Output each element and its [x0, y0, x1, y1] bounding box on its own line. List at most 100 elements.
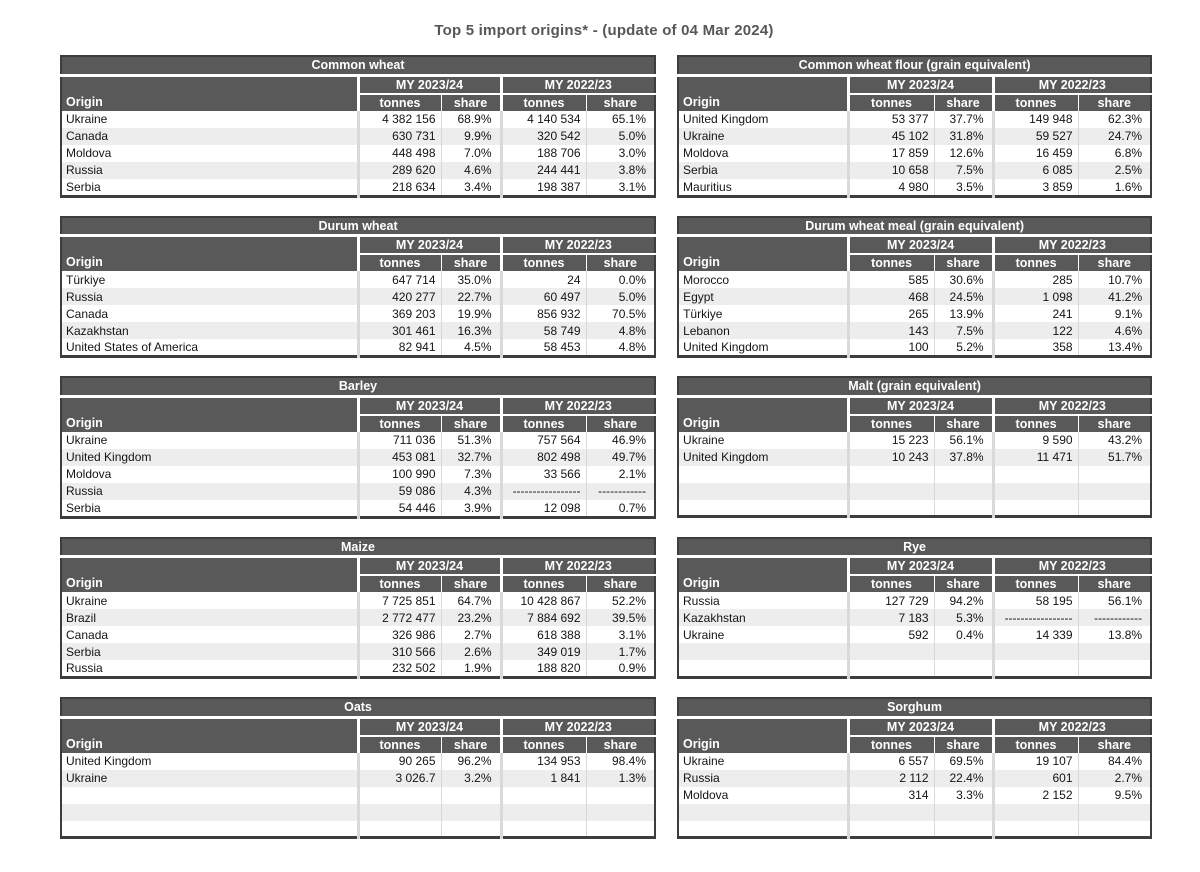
tonnes-cell: 134 953 — [499, 752, 586, 770]
share-cell: 30.6% — [933, 271, 994, 288]
tonnes-cell: 9 590 — [991, 431, 1079, 449]
table-durum-wheat: Durum wheat Origin MY 2023/24 MY 2022/23 ton… — [60, 215, 657, 358]
column-header-tonnes: tonnes — [991, 735, 1078, 753]
table-row: Brazil 2 772 477 23.2% 7 884 692 39.5% — [61, 609, 655, 626]
tonnes-cell: 585 — [846, 271, 935, 288]
tonnes-cell: 11 471 — [991, 448, 1079, 466]
table-row: Türkiye 647 714 35.0% 24 0.0% — [61, 271, 656, 288]
column-header-tonnes: tonnes — [356, 575, 441, 592]
tonnes-cell: 802 498 — [499, 448, 586, 466]
table-subheader-row: tonnes share tonnes share — [61, 414, 656, 432]
column-group-my-2023-24: MY 2023/24 — [356, 75, 501, 95]
share-cell: 2.5% — [1077, 161, 1152, 179]
share-cell: 31.8% — [933, 127, 994, 145]
tonnes-cell — [846, 465, 935, 483]
tonnes-cell — [846, 660, 934, 677]
table-title-row: Common wheat flour (grain equivalent) — [678, 56, 1152, 77]
share-cell: 1.7% — [585, 643, 655, 660]
share-cell: 65.1% — [585, 110, 656, 128]
table-group-header-row: Origin MY 2023/24 MY 2022/23 — [61, 75, 656, 111]
tonnes-cell: 856 932 — [499, 305, 586, 322]
tonnes-cell: 310 566 — [356, 643, 441, 660]
table-row: United Kingdom 90 265 96.2% 134 953 98.4% — [61, 752, 655, 770]
share-cell: 7.3% — [440, 465, 501, 483]
share-cell — [1077, 643, 1152, 660]
origin-cell: Serbia — [66, 644, 101, 659]
origin-cell: United Kingdom — [66, 450, 152, 464]
table-row: Kazakhstan 301 461 16.3% 58 749 4.8% — [61, 322, 656, 339]
table-slot: Maize Origin MY 2023/24 MY 2022/23 tonnes sha… — [60, 536, 656, 679]
origin-cell: Canada — [66, 306, 109, 321]
table-row: Russia 59 086 4.3% ----------------- -------… — [61, 482, 656, 500]
share-cell: 10.7% — [1077, 271, 1152, 288]
column-header-tonnes: tonnes — [846, 575, 934, 592]
table-row: Serbia 218 634 3.4% 198 387 3.1% — [61, 178, 656, 196]
table-row — [61, 820, 655, 838]
column-header-share: share — [585, 735, 655, 753]
table-row — [678, 820, 1152, 838]
tonnes-cell: 2 772 477 — [356, 609, 441, 626]
column-header-origin: Origin — [61, 717, 358, 753]
share-cell — [1077, 482, 1152, 500]
column-header-tonnes: tonnes — [499, 93, 586, 111]
tonnes-cell: 592 — [846, 626, 934, 643]
table-row — [678, 465, 1152, 483]
tonnes-cell: 6 557 — [846, 752, 934, 770]
tonnes-cell: 601 — [991, 769, 1078, 787]
tonnes-cell: 6 085 — [991, 161, 1079, 179]
tonnes-cell — [991, 465, 1079, 483]
table-row: Ukraine 15 223 56.1% 9 590 43.2% — [678, 431, 1152, 449]
share-cell: 3.0% — [585, 144, 656, 162]
share-cell — [1077, 803, 1152, 821]
table-title-row: Sorghum — [678, 698, 1152, 719]
table-band: Oats Origin MY 2023/24 MY 2022/23 tonnes shar… — [60, 697, 1153, 839]
origin-cell — [678, 643, 848, 660]
table-band: Barley Origin MY 2023/24 MY 2022/23 tonnes sh… — [60, 376, 1153, 519]
table-title: Common wheat flour (grain equivalent) — [678, 56, 1152, 77]
column-group-my-2022-23: MY 2022/23 — [499, 235, 656, 255]
share-cell: 2.7% — [1077, 769, 1152, 787]
share-cell — [585, 820, 655, 838]
share-cell: 0.0% — [585, 271, 656, 288]
table-row — [61, 803, 655, 821]
share-cell: 68.9% — [440, 110, 501, 128]
table-rye: Rye Origin MY 2023/24 MY 2022/23 tonnes share… — [677, 536, 1153, 679]
share-cell: 22.4% — [933, 769, 993, 787]
column-group-my-2022-23: MY 2022/23 — [499, 556, 655, 576]
table-title-row: Oats — [61, 698, 655, 719]
share-cell: 56.1% — [933, 431, 994, 449]
origin-cell: Russia — [66, 661, 103, 675]
share-cell: 52.2% — [585, 592, 655, 609]
column-header-origin: Origin — [678, 556, 848, 592]
table-common-wheat: Common wheat Origin MY 2023/24 MY 2022/23 to… — [60, 55, 657, 198]
tonnes-cell: 149 948 — [991, 110, 1079, 128]
tonnes-cell: 218 634 — [356, 178, 441, 196]
share-cell: ------------ — [585, 482, 656, 500]
tonnes-cell: 301 461 — [356, 322, 441, 339]
tonnes-cell: 265 — [846, 305, 935, 322]
share-cell: 3.4% — [440, 178, 501, 196]
column-header-share: share — [1077, 414, 1152, 432]
tonnes-cell: 19 107 — [991, 752, 1078, 770]
share-cell: 4.6% — [440, 161, 501, 179]
table-row: United Kingdom 453 081 32.7% 802 498 49.7% — [61, 448, 656, 466]
table-title: Rye — [678, 537, 1152, 558]
share-cell: 24.7% — [1077, 127, 1152, 145]
share-cell: 1.9% — [440, 660, 501, 678]
share-cell: 24.5% — [933, 288, 994, 305]
origin-cell: Ukraine — [66, 433, 108, 447]
origin-cell: Ukraine — [683, 129, 725, 143]
table-row: Russia 420 277 22.7% 60 497 5.0% — [61, 288, 656, 305]
origin-cell: Ukraine — [66, 593, 108, 608]
tonnes-cell: 58 749 — [499, 322, 586, 339]
origin-cell: Serbia — [683, 163, 718, 177]
origin-cell: Moldova — [683, 788, 729, 802]
column-header-tonnes: tonnes — [356, 414, 441, 432]
column-group-my-2023-24: MY 2023/24 — [846, 235, 994, 255]
column-header-origin: Origin — [61, 556, 358, 592]
origin-cell: Ukraine — [683, 433, 725, 447]
share-cell: 9.9% — [440, 127, 501, 145]
table-row: Ukraine 6 557 69.5% 19 107 84.4% — [678, 752, 1152, 770]
tonnes-cell: 7 884 692 — [499, 609, 586, 626]
share-cell — [933, 820, 993, 838]
